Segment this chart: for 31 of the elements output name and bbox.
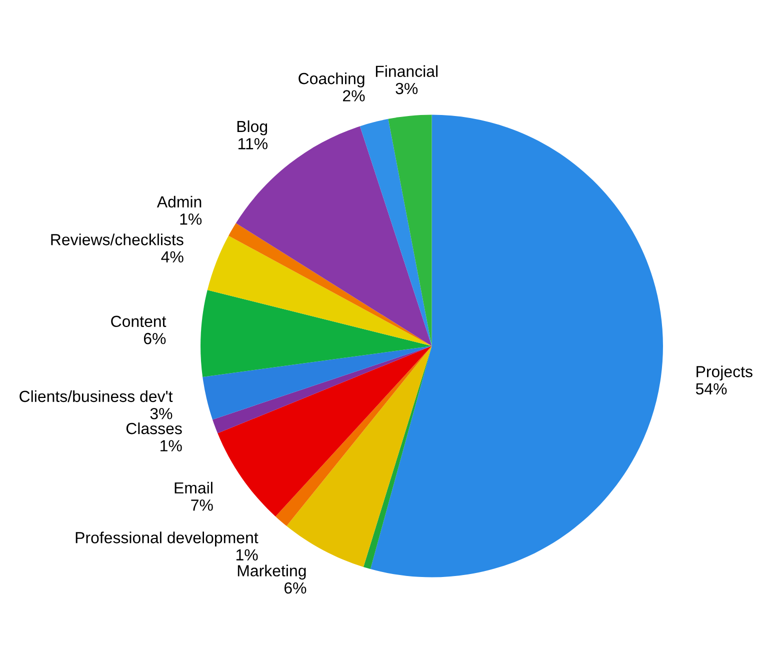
slice-label: Content [111,316,166,328]
slice-label: Professional development [76,532,258,546]
data-label: 4% [161,251,184,262]
pie-slice [388,114,432,346]
pie-slice [207,236,432,346]
pie-slice [218,346,432,516]
slice-label: Reviews/checklists [51,234,184,246]
slice-label: Admin [156,196,202,208]
data-label: 2% [343,90,365,102]
data-label: 3% [150,408,172,420]
slice-label: Coaching [298,72,364,88]
data-label: 6% [284,582,306,594]
pie-slice [363,346,432,569]
data-label: 54% [696,383,727,395]
slice-label: Financial [376,65,438,77]
data-label: 7% [191,500,213,511]
data-label: 11% [238,138,268,150]
pie-slice [276,346,432,526]
data-label: 1% [236,549,258,560]
data-label: 6% [144,332,166,344]
slice-label: Marketing [238,564,306,580]
slice-label: Clients/business dev't [20,390,173,402]
data-label: 1% [180,214,202,225]
slice-label: Blog [237,120,268,136]
slice-label: Email [174,482,212,494]
slice-label: Projects [696,366,752,380]
slice-label: Classes [126,422,182,434]
pie-slice [228,223,432,346]
pie-slice [200,290,432,377]
data-label: 1% [160,440,182,452]
data-label: 3% [396,82,418,94]
